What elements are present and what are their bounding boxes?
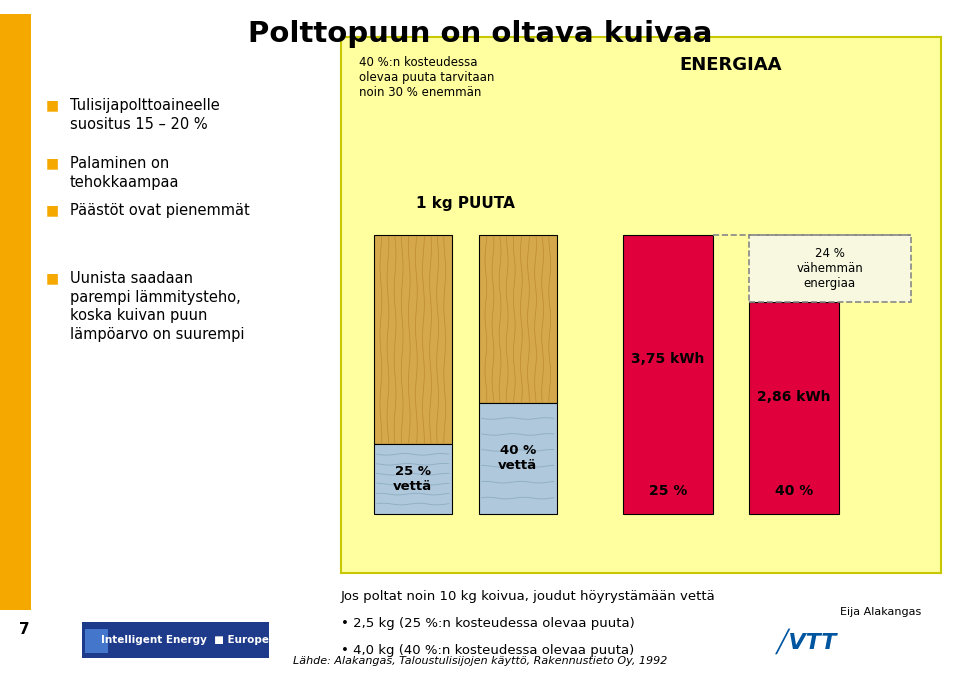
Text: ■: ■ xyxy=(46,98,60,113)
Bar xyxy=(749,235,911,302)
Text: Intelligent Energy  ■ Europe: Intelligent Energy ■ Europe xyxy=(101,635,269,645)
Text: ENERGIAA: ENERGIAA xyxy=(680,56,782,74)
Text: Eija Alakangas: Eija Alakangas xyxy=(840,607,922,617)
Bar xyxy=(749,302,839,514)
Text: Tulisijapolttoaineelle
suositus 15 – 20 %: Tulisijapolttoaineelle suositus 15 – 20 … xyxy=(70,98,220,132)
Bar xyxy=(479,235,557,403)
Text: Lähde: Alakangas, Taloustulisijojen käyttö, Rakennustieto Oy, 1992: Lähde: Alakangas, Taloustulisijojen käyt… xyxy=(293,656,667,666)
Text: • 2,5 kg (25 %:n kosteudessa olevaa puuta): • 2,5 kg (25 %:n kosteudessa olevaa puut… xyxy=(341,617,635,630)
Text: Jos poltat noin 10 kg koivua, joudut höyrystämään vettä: Jos poltat noin 10 kg koivua, joudut höy… xyxy=(341,590,715,603)
Text: Päästöt ovat pienemmät: Päästöt ovat pienemmät xyxy=(70,203,250,218)
Bar xyxy=(373,235,452,444)
Text: Palaminen on
tehokkaampaa: Palaminen on tehokkaampaa xyxy=(70,156,180,190)
Text: ■: ■ xyxy=(46,203,60,218)
Text: Polttopuun on oltava kuivaa: Polttopuun on oltava kuivaa xyxy=(248,20,712,48)
Text: ■: ■ xyxy=(46,156,60,170)
Text: 2,86 kWh: 2,86 kWh xyxy=(757,390,830,404)
Text: 3,75 kWh: 3,75 kWh xyxy=(631,352,705,365)
Text: ╱VTT: ╱VTT xyxy=(776,628,837,654)
Text: Uunista saadaan
parempi lämmitysteho,
koska kuivan puun
lämpöarvo on suurempi: Uunista saadaan parempi lämmitysteho, ko… xyxy=(70,271,245,342)
Bar xyxy=(373,444,452,514)
Text: 7: 7 xyxy=(19,622,30,637)
Bar xyxy=(623,235,712,514)
Text: • 4,0 kg (40 %:n kosteudessa olevaa puuta): • 4,0 kg (40 %:n kosteudessa olevaa puut… xyxy=(341,644,634,657)
Text: 40 %
vettä: 40 % vettä xyxy=(498,444,538,473)
Text: 1 kg PUUTA: 1 kg PUUTA xyxy=(416,197,515,212)
Text: 24 %
vähemmän
energiaa: 24 % vähemmän energiaa xyxy=(797,247,863,290)
Text: 25 %
vettä: 25 % vettä xyxy=(394,465,432,493)
Text: 40 %:n kosteudessa
olevaa puuta tarvitaan
noin 30 % enemmän: 40 %:n kosteudessa olevaa puuta tarvitaa… xyxy=(359,56,494,99)
Text: 25 %: 25 % xyxy=(649,484,687,498)
Bar xyxy=(479,403,557,514)
Text: 40 %: 40 % xyxy=(775,484,813,498)
Bar xyxy=(85,629,108,653)
Text: ■: ■ xyxy=(46,271,60,285)
